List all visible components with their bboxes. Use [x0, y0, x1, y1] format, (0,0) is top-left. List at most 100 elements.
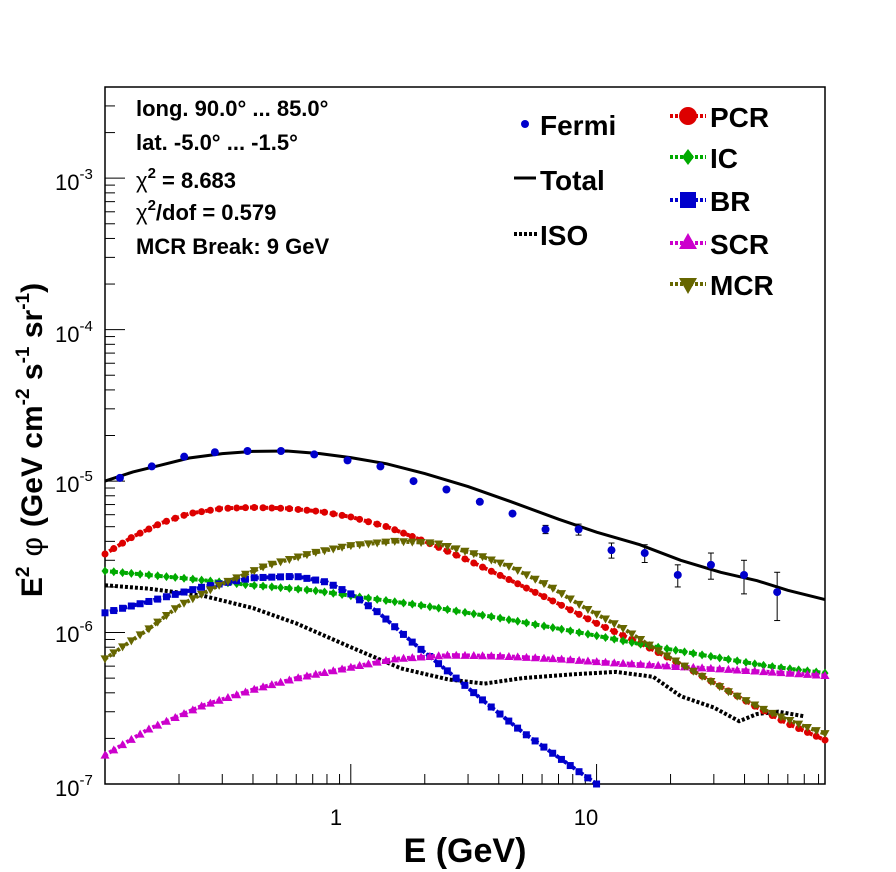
marker-pcr — [470, 559, 478, 567]
marker-br — [408, 638, 416, 646]
marker-pcr — [803, 728, 811, 736]
marker-ic — [180, 573, 188, 583]
marker-ic — [601, 632, 609, 642]
marker-br — [285, 573, 293, 581]
marker-ic — [417, 600, 425, 610]
marker-scr — [715, 664, 725, 673]
marker-mcr — [434, 540, 444, 549]
marker-mcr — [600, 615, 610, 624]
marker-mcr — [583, 606, 593, 615]
marker-ic — [593, 631, 601, 641]
marker-scr — [442, 650, 452, 659]
marker-scr — [399, 653, 409, 662]
marker-br — [171, 590, 179, 598]
marker-ic — [514, 616, 522, 626]
marker-br — [557, 755, 565, 763]
marker-br — [347, 590, 355, 598]
legend-scr: SCR — [670, 229, 769, 260]
marker-ic — [285, 583, 293, 593]
series-mcr — [100, 537, 830, 739]
marker-pcr — [461, 555, 469, 563]
marker-ic — [435, 603, 443, 613]
marker-ic — [566, 626, 574, 636]
marker-pcr — [110, 545, 118, 553]
marker-mcr — [232, 574, 242, 583]
marker-mcr — [811, 727, 821, 736]
marker-ic — [742, 657, 750, 667]
marker-scr — [249, 684, 259, 693]
marker-scr — [240, 687, 250, 696]
marker-ic — [558, 624, 566, 634]
marker-mcr — [302, 551, 312, 560]
fermi-point — [640, 549, 649, 558]
marker-scr — [425, 651, 435, 660]
marker-ic — [136, 569, 144, 579]
marker-mcr — [276, 558, 286, 567]
marker-pcr — [566, 606, 574, 614]
marker-mcr — [644, 641, 654, 650]
marker-br — [391, 623, 399, 631]
marker-ic — [400, 598, 408, 608]
marker-br — [566, 762, 574, 770]
legend-br-label: BR — [710, 186, 750, 217]
marker-mcr — [381, 538, 391, 547]
marker-mcr — [574, 600, 584, 609]
marker-scr — [776, 668, 786, 677]
marker-mcr — [802, 724, 812, 733]
marker-scr — [100, 750, 110, 759]
fermi-point — [180, 452, 189, 461]
fermi-point — [475, 497, 484, 506]
marker-mcr — [776, 713, 786, 722]
fermi-point — [115, 473, 124, 482]
fermi-point — [673, 570, 682, 579]
marker-mcr — [161, 611, 171, 620]
series-ic — [101, 566, 829, 678]
marker-mcr — [557, 590, 567, 599]
marker-scr — [706, 663, 716, 672]
marker-scr — [653, 660, 663, 669]
marker-scr — [126, 734, 136, 743]
marker-scr — [293, 673, 303, 682]
marker-mcr — [767, 709, 777, 718]
marker-ic — [321, 587, 329, 597]
marker-ic — [733, 656, 741, 666]
marker-br — [241, 575, 249, 583]
marker-pcr — [312, 507, 320, 515]
marker-scr — [170, 712, 180, 721]
marker-pcr — [259, 504, 267, 512]
series-br — [101, 573, 601, 788]
marker-ic — [689, 648, 697, 658]
marker-scr — [197, 701, 207, 710]
marker-ic — [101, 566, 109, 576]
marker-br — [487, 703, 495, 711]
marker-pcr — [321, 508, 329, 516]
marker-mcr — [521, 571, 531, 580]
marker-mcr — [539, 580, 549, 589]
marker-scr — [557, 654, 567, 663]
legend-ic-marker — [682, 149, 694, 165]
marker-ic — [540, 621, 548, 631]
marker-scr — [118, 740, 128, 749]
marker-ic — [198, 575, 206, 585]
marker-ic — [584, 629, 592, 639]
marker-mcr — [179, 599, 189, 608]
marker-pcr — [540, 593, 548, 601]
marker-ic — [531, 619, 539, 629]
marker-scr — [697, 663, 707, 672]
marker-mcr — [425, 539, 435, 548]
marker-pcr — [119, 539, 127, 547]
marker-ic — [443, 605, 451, 615]
marker-ic — [522, 618, 530, 628]
marker-ic — [637, 639, 645, 649]
marker-ic — [189, 574, 197, 584]
marker-pcr — [575, 610, 583, 618]
svg-text:10-6: 10-6 — [55, 618, 93, 647]
marker-ic — [505, 615, 513, 625]
marker-br — [435, 660, 443, 668]
marker-ic — [329, 588, 337, 598]
marker-ic — [382, 596, 390, 606]
marker-mcr — [478, 553, 488, 562]
fermi-point — [442, 485, 451, 494]
marker-ic — [496, 613, 504, 623]
svg-text:10-4: 10-4 — [55, 318, 93, 347]
